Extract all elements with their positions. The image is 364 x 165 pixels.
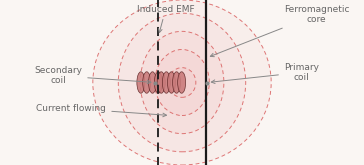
Ellipse shape bbox=[162, 72, 170, 93]
Ellipse shape bbox=[143, 72, 151, 93]
Ellipse shape bbox=[137, 72, 145, 93]
Ellipse shape bbox=[140, 31, 224, 134]
Ellipse shape bbox=[168, 68, 196, 97]
Ellipse shape bbox=[154, 72, 162, 93]
Text: Induced EMF: Induced EMF bbox=[137, 5, 194, 33]
Ellipse shape bbox=[155, 50, 209, 116]
Text: Current flowing: Current flowing bbox=[36, 104, 166, 117]
Text: Ferromagnetic
core: Ferromagnetic core bbox=[210, 5, 349, 57]
Ellipse shape bbox=[118, 13, 246, 152]
Text: Primary
coil: Primary coil bbox=[211, 63, 319, 83]
Ellipse shape bbox=[157, 72, 165, 93]
Text: Secondary
coil: Secondary coil bbox=[34, 66, 151, 85]
Ellipse shape bbox=[173, 72, 181, 93]
Ellipse shape bbox=[178, 72, 186, 93]
Ellipse shape bbox=[149, 72, 157, 93]
Ellipse shape bbox=[93, 0, 271, 165]
Ellipse shape bbox=[167, 72, 175, 93]
